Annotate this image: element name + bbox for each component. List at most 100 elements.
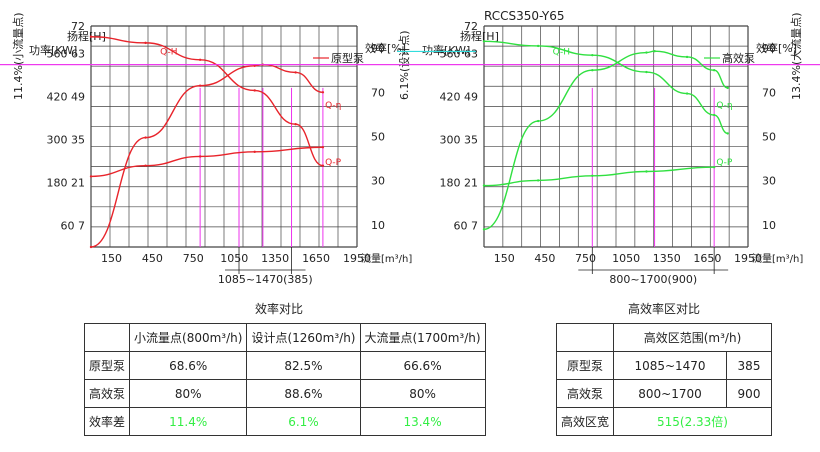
series-line-Q-P — [483, 166, 715, 187]
left-tick-label: 300 35 — [47, 134, 86, 147]
data-point — [653, 49, 656, 53]
x-tick-label: 1350 — [653, 252, 681, 265]
x-tick-label: 750 — [575, 252, 596, 265]
x-tick-label: 450 — [142, 252, 163, 265]
chart-title: RCCS350-Y65 — [484, 9, 565, 23]
data-point — [89, 175, 93, 178]
table-row: 小流量点(800m³/h) 设计点(1260m³/h) 大流量点(1700m³/… — [83, 323, 486, 352]
left-tick-label: 180 21 — [440, 177, 479, 190]
data-point — [645, 170, 648, 173]
data-point — [198, 58, 202, 61]
x-tick-label: 1050 — [220, 252, 248, 265]
legend-label: 原型泵 — [331, 51, 364, 65]
right-axis-label: 效率[%] — [756, 41, 797, 55]
range-label: 1085~1470(385) — [218, 273, 313, 286]
data-point — [294, 71, 297, 74]
right-tick-label: 50 — [762, 131, 776, 144]
data-point — [144, 136, 147, 139]
right-tick-label: 30 — [371, 175, 385, 188]
data-point — [321, 91, 325, 94]
right-tick-label: 10 — [762, 219, 776, 232]
table-header-cell: 小流量点(800m³/h) — [129, 323, 248, 352]
x-tick-label: 1650 — [693, 252, 721, 265]
table-cell: 11.4% — [129, 407, 248, 436]
data-point — [294, 123, 297, 126]
left-tick-label: 60 7 — [61, 220, 86, 233]
series-line-Q-P — [90, 146, 323, 178]
table-header-cell — [555, 323, 615, 352]
table-row: 原型泵 68.6% 82.5% 66.6% — [83, 351, 486, 380]
left-axis-label-2: 功率[KW] — [29, 43, 77, 57]
x-tick-label: 1950 — [343, 252, 371, 265]
data-point — [712, 69, 716, 72]
data-point — [321, 146, 325, 149]
data-point — [685, 55, 689, 59]
efficiency-comparison-table: 小流量点(800m³/h) 设计点(1260m³/h) 大流量点(1700m³/… — [83, 323, 486, 436]
curve-label: Q-P — [325, 158, 342, 168]
table-cell: 80% — [359, 379, 486, 408]
data-point — [645, 70, 648, 74]
table-cell: 385 — [726, 351, 772, 380]
right-tick-label: 90 — [762, 42, 776, 55]
data-point — [482, 228, 486, 231]
left-axis-label: 扬程[H] — [460, 29, 499, 43]
row-label: 效率差 — [83, 407, 131, 436]
data-point — [685, 92, 689, 95]
table-header-cell — [83, 323, 131, 352]
data-point — [198, 84, 202, 87]
table-cell: 88.6% — [246, 379, 361, 408]
table-header-cell: 高效区范围(m³/h) — [613, 323, 772, 352]
right-tick-label: 70 — [371, 86, 385, 99]
left-tick-label: 180 21 — [47, 177, 86, 190]
table-cell: 6.1% — [246, 407, 361, 436]
x-tick-label: 750 — [183, 252, 204, 265]
data-point — [726, 86, 729, 90]
table-cell: 900 — [726, 379, 772, 408]
row-label: 高效区宽 — [555, 407, 615, 436]
row-label: 原型泵 — [83, 351, 131, 380]
table-cell: 13.4% — [359, 407, 486, 436]
table-cell: 82.5% — [246, 351, 361, 380]
side-annotation-right: 6.1%(设计点) — [398, 30, 411, 100]
x-tick-label: 450 — [534, 252, 555, 265]
right-axis-label: 效率[%] — [365, 41, 406, 55]
right-tick-label: 50 — [371, 131, 385, 144]
data-point — [198, 155, 202, 158]
table-row: 高效区宽 515(2.33倍) — [555, 407, 772, 436]
x-tick-label: 1950 — [734, 252, 762, 265]
data-point — [591, 53, 594, 57]
table-cell: 515(2.33倍) — [613, 407, 772, 436]
left-axis-label: 扬程[H] — [67, 29, 106, 43]
range-label: 800~1700(900) — [609, 273, 697, 286]
data-point — [726, 132, 729, 135]
data-point — [591, 174, 594, 177]
table-row: 高效泵 80% 88.6% 80% — [83, 379, 486, 408]
x-tick-label: 150 — [101, 252, 122, 265]
table-cell: 80% — [129, 379, 248, 408]
left-tick-label: 72 — [464, 20, 478, 33]
data-point — [253, 64, 256, 67]
x-axis-label: 流量[m³/h] — [361, 252, 412, 265]
left-tick-label: 60 7 — [454, 220, 479, 233]
data-point — [591, 69, 594, 72]
right-tick-label: 30 — [762, 175, 776, 188]
table2-caption: 高效率区对比 — [627, 302, 700, 316]
left-axis-label-2: 功率[KW] — [422, 43, 470, 57]
row-label: 原型泵 — [555, 351, 615, 380]
left-tick-label: 560 63 — [47, 48, 86, 61]
x-axis-label: 流量[m³/h] — [752, 252, 803, 265]
data-point — [253, 150, 256, 154]
table-cell: 1085~1470 — [613, 351, 727, 380]
table-cell: 66.6% — [359, 351, 486, 380]
data-point — [712, 113, 716, 117]
data-point — [321, 164, 325, 167]
right-tick-label: 90 — [371, 42, 385, 55]
curve-label: Q-H — [553, 48, 570, 58]
table-header-cell: 大流量点(1700m³/h) — [359, 323, 486, 352]
data-point — [482, 184, 486, 187]
data-point — [536, 179, 540, 182]
data-point — [712, 165, 716, 169]
row-label: 高效泵 — [83, 379, 131, 408]
